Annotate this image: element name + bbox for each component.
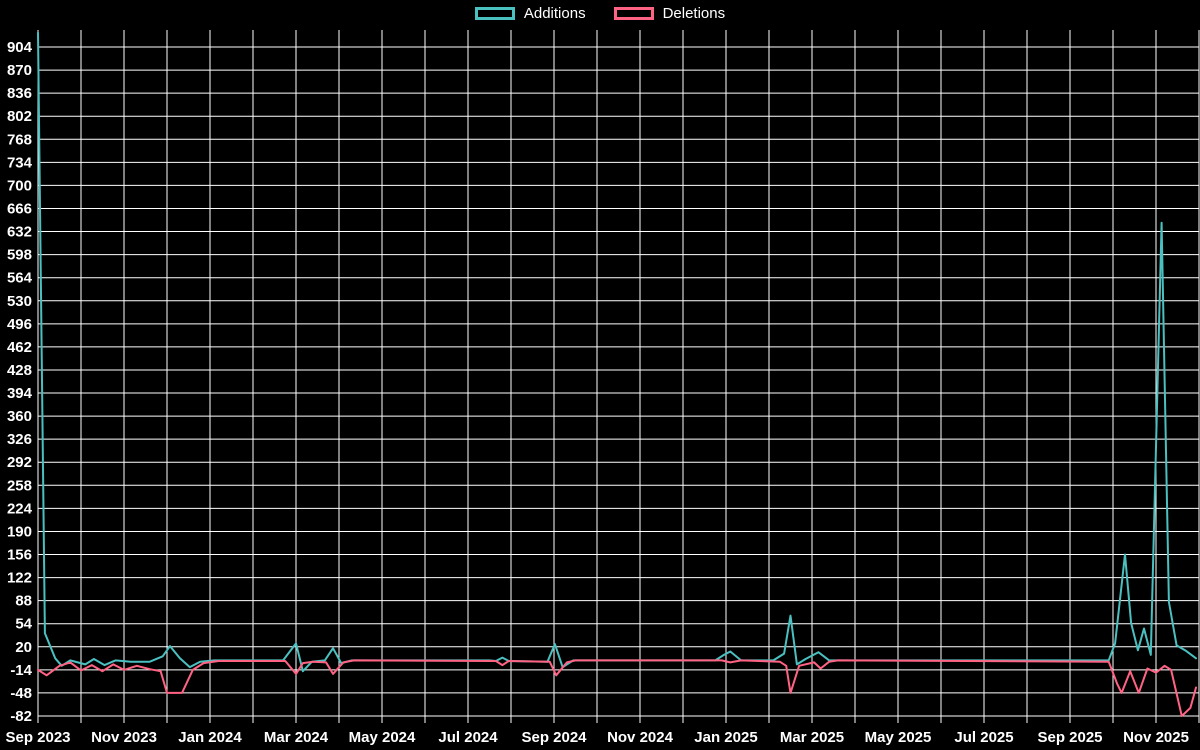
- y-axis-tick-label: 666: [7, 200, 32, 217]
- x-axis-tick-label: May 2025: [865, 729, 932, 746]
- y-axis-tick-label: 564: [7, 270, 33, 287]
- y-axis-tick-label: 700: [7, 177, 32, 194]
- y-axis-tick-label: 122: [7, 570, 32, 587]
- legend-label-deletions: Deletions: [662, 5, 726, 22]
- y-axis-tick-label: -14: [10, 662, 32, 679]
- x-axis-tick-label: Nov 2025: [1123, 729, 1189, 746]
- legend-label-additions: Additions: [523, 5, 586, 22]
- y-axis-tick-label: 768: [7, 131, 32, 148]
- additions-line: [37, 31, 1197, 673]
- y-axis-tick-label: 632: [7, 224, 32, 241]
- y-axis-tick-label: 394: [7, 385, 33, 402]
- x-axis-tick-label: Sep 2023: [5, 729, 70, 746]
- y-axis-tick-label: 428: [7, 362, 32, 379]
- y-axis-tick-label: 190: [7, 523, 32, 540]
- deletions-line: [37, 659, 1197, 717]
- y-axis-tick-label: 54: [15, 616, 32, 633]
- x-axis-tick-label: Nov 2023: [91, 729, 157, 746]
- chart-legend: Additions Deletions: [0, 6, 1200, 21]
- x-axis-tick-label: Nov 2024: [607, 729, 674, 746]
- x-axis-tick-label: Mar 2025: [780, 729, 844, 746]
- y-axis-tick-label: 88: [15, 593, 32, 610]
- x-axis-tick-label: Mar 2024: [264, 729, 329, 746]
- legend-item-additions[interactable]: Additions: [474, 5, 586, 22]
- x-axis-tick-label: Sep 2024: [521, 729, 587, 746]
- y-axis-tick-label: 462: [7, 339, 32, 356]
- y-axis-tick-label: 496: [7, 316, 32, 333]
- y-axis-tick-label: 326: [7, 431, 32, 448]
- x-axis-tick-label: Sep 2025: [1037, 729, 1102, 746]
- y-axis-tick-label: -48: [10, 685, 32, 702]
- x-axis-tick-label: Jul 2024: [438, 729, 498, 746]
- y-axis-tick-label: 224: [7, 500, 33, 517]
- y-axis-tick-label: 292: [7, 454, 32, 471]
- x-axis-tick-label: Jul 2025: [954, 729, 1013, 746]
- y-axis-tick-label: 530: [7, 293, 32, 310]
- y-axis-tick-label: -82: [10, 708, 32, 725]
- y-axis-tick-label: 258: [7, 477, 32, 494]
- y-axis-tick-label: 904: [7, 39, 33, 56]
- y-axis-tick-label: 20: [15, 639, 32, 656]
- y-axis-tick-label: 156: [7, 547, 32, 564]
- legend-item-deletions[interactable]: Deletions: [613, 5, 726, 22]
- additions-swatch-icon: [474, 7, 515, 20]
- y-axis-tick-label: 870: [7, 62, 32, 79]
- x-axis-tick-label: May 2024: [349, 729, 416, 746]
- x-axis-tick-label: Jan 2024: [178, 729, 242, 746]
- y-axis-tick-label: 802: [7, 108, 32, 125]
- y-axis-tick-label: 734: [7, 154, 33, 171]
- deletions-swatch-icon: [613, 7, 654, 20]
- y-axis-tick-label: 598: [7, 247, 32, 264]
- y-axis-tick-label: 836: [7, 85, 32, 102]
- y-axis-tick-label: 360: [7, 408, 32, 425]
- x-axis-tick-label: Jan 2025: [694, 729, 757, 746]
